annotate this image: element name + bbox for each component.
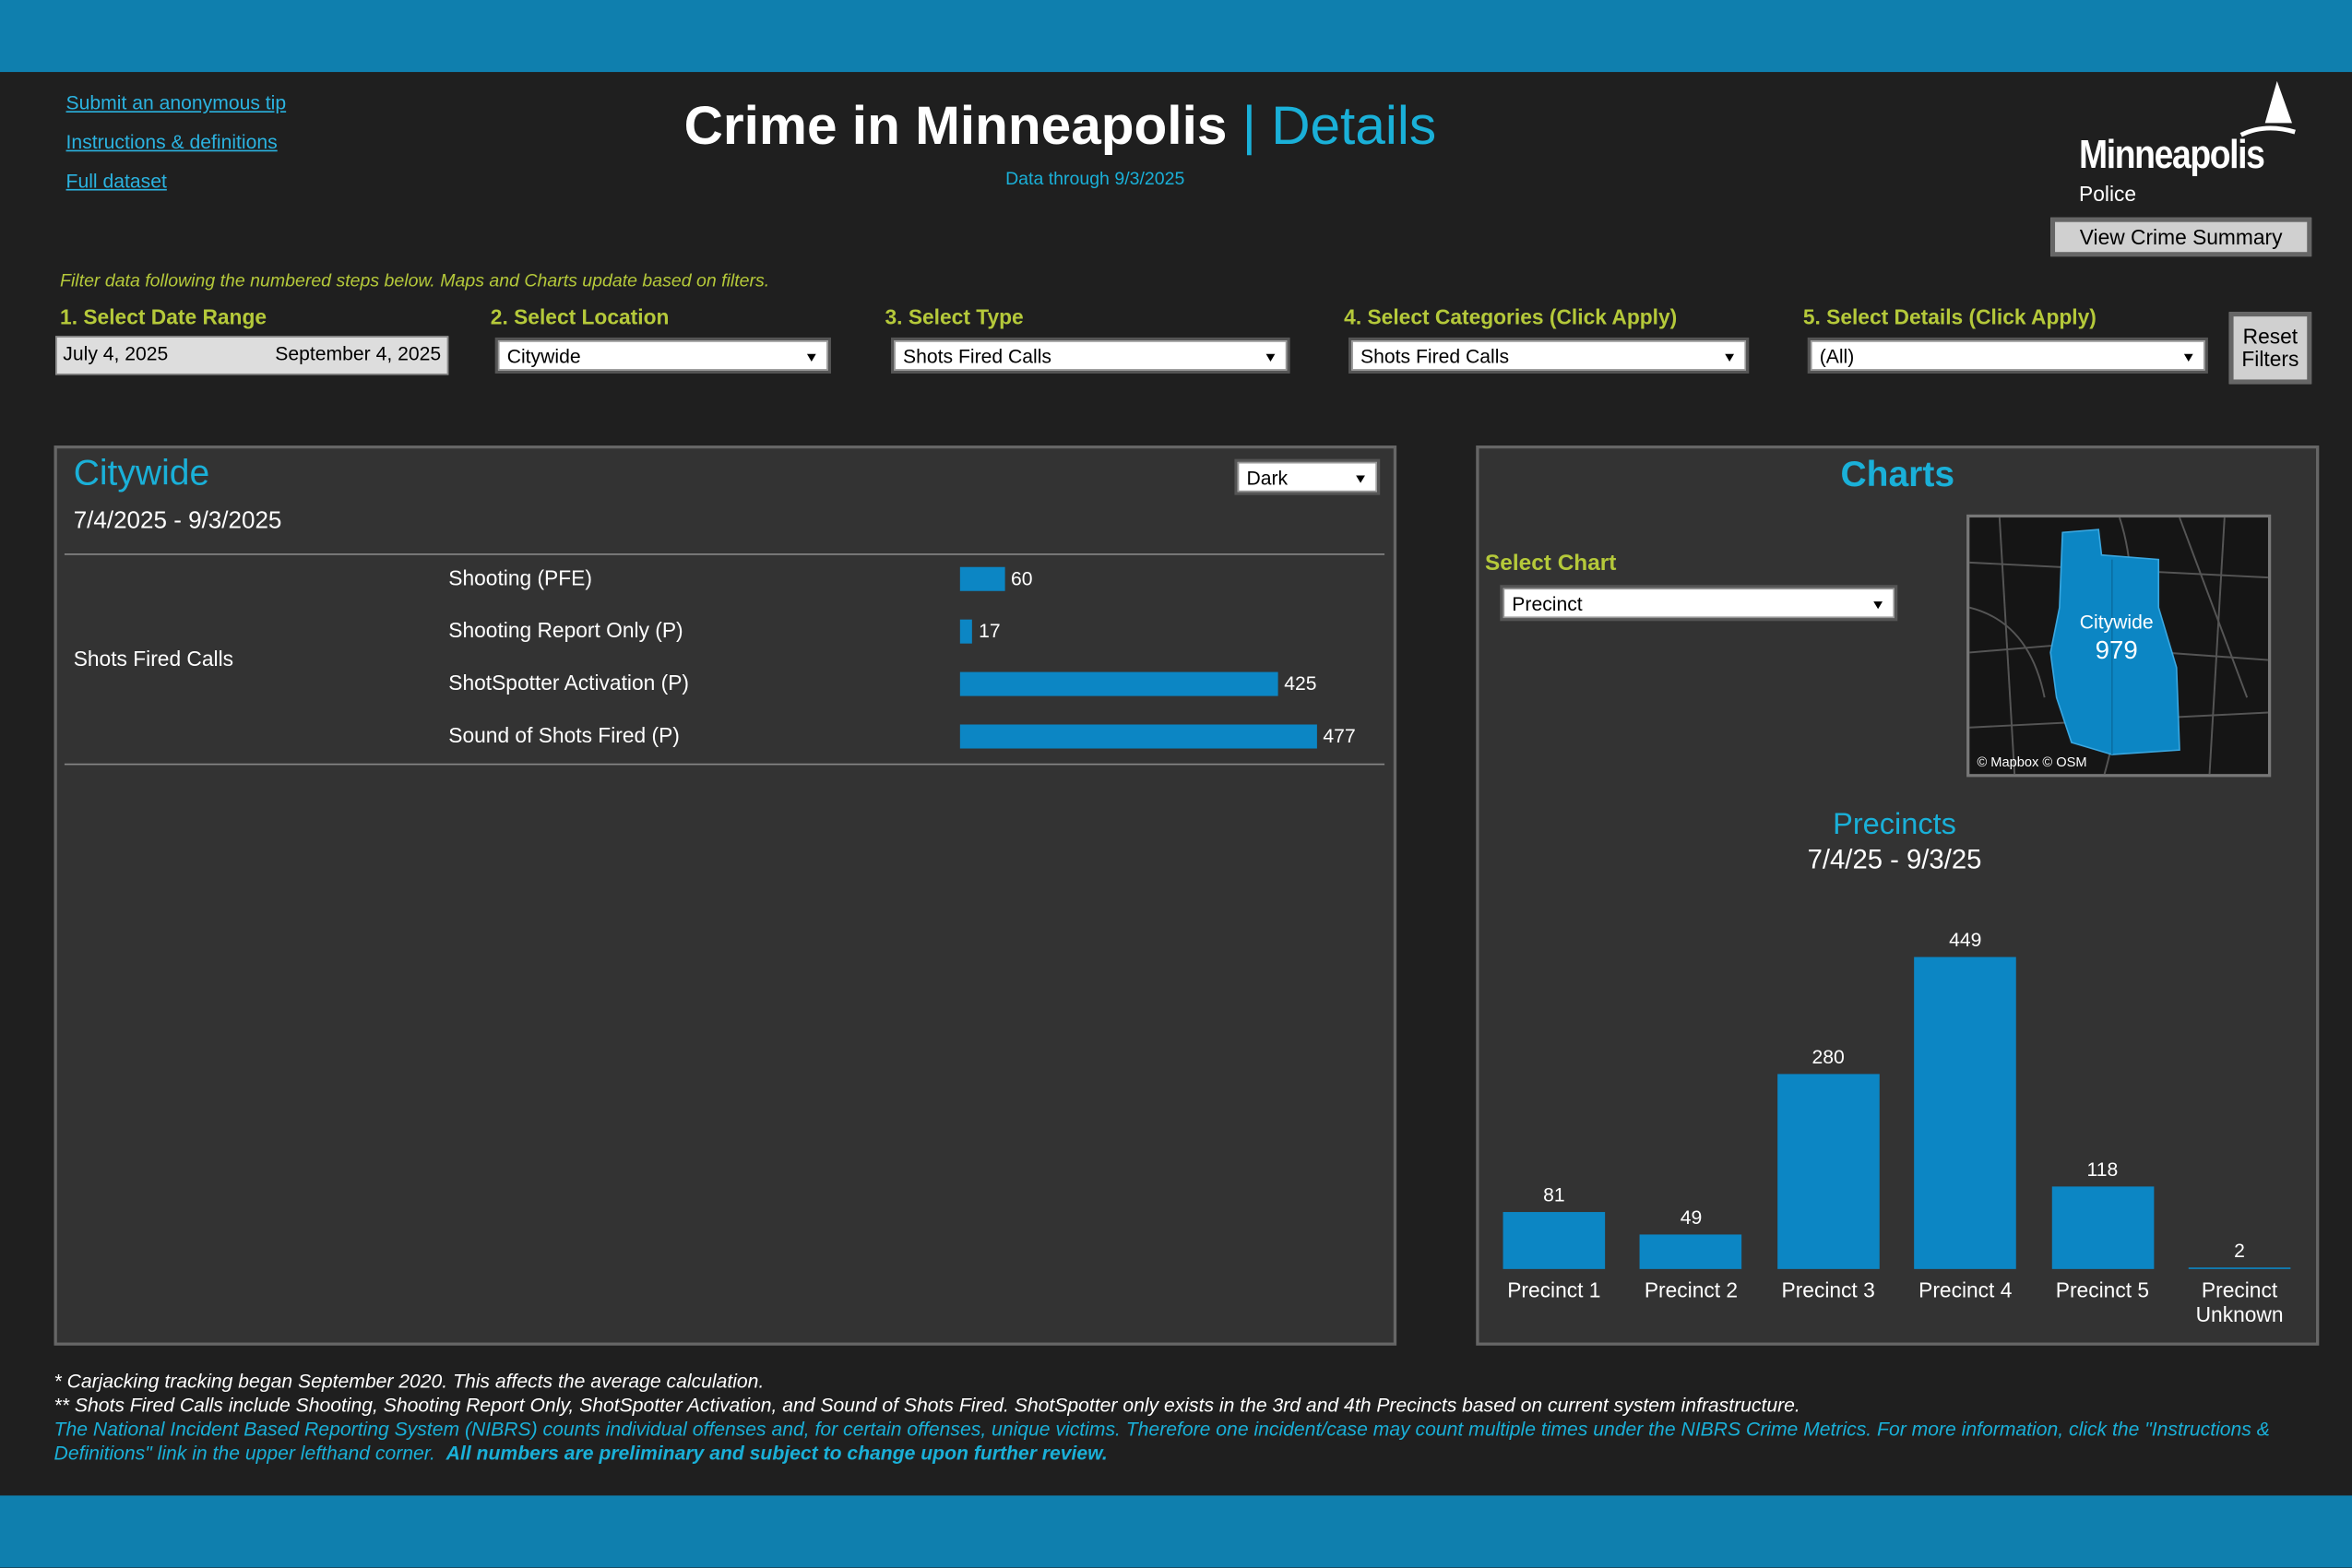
footnote: * Carjacking tracking began September 20…: [53, 1369, 765, 1393]
top-band: [0, 0, 2352, 73]
divider: [64, 763, 1385, 766]
value-label: 280: [1812, 1046, 1845, 1069]
preliminary-note: All numbers are preliminary and subject …: [445, 1441, 1108, 1465]
chart-title: Precincts: [1833, 808, 1956, 842]
instructions: Filter data following the numbered steps…: [60, 269, 770, 291]
title-block: Crime in Minneapolis | Details: [684, 93, 1437, 160]
logo-name: Minneapolis: [2079, 132, 2265, 177]
value-label: 477: [1323, 724, 1356, 747]
group-label: Shots Fired Calls: [73, 646, 234, 671]
bar: [1503, 1212, 1606, 1269]
value-label: 2: [2234, 1239, 2245, 1262]
filter-label: 1. Select Date Range: [60, 304, 267, 329]
x-tick-label: Precinct 1: [1507, 1277, 1601, 1302]
title-separator: |: [1241, 94, 1256, 157]
bottom-band: [0, 1495, 2352, 1568]
bar: [1640, 1234, 1742, 1269]
category-label: Shooting (PFE): [448, 565, 592, 590]
logo-icon: [2239, 80, 2296, 137]
nibrs-note: The National Incident Based Reporting Sy…: [53, 1417, 2270, 1465]
bar: [1776, 1075, 1880, 1269]
filter-label: 2. Select Location: [490, 304, 670, 329]
tip-link[interactable]: Submit an anonymous tip: [65, 91, 287, 114]
date-start: July 4, 2025: [63, 341, 169, 365]
bar: [1914, 956, 2017, 1269]
bar: [2188, 1267, 2291, 1269]
date-range[interactable]: July 4, 2025 September 4, 2025: [55, 336, 449, 375]
divider: [64, 553, 1385, 555]
value-label: 118: [2086, 1158, 2119, 1182]
select-chart-label: Select Chart: [1485, 550, 1617, 576]
bar: [959, 619, 973, 644]
instructions-link[interactable]: Instructions & definitions: [65, 130, 278, 153]
x-tick-label: Precinct 4: [1918, 1277, 2013, 1302]
filter-label: 4. Select Categories (Click Apply): [1344, 304, 1678, 329]
x-tick-label: Precinct 5: [2055, 1277, 2150, 1302]
filter-dropdown[interactable]: Shots Fired Calls: [1351, 340, 1747, 371]
panel-date: 7/4/2025 - 9/3/2025: [73, 508, 282, 534]
date-end: September 4, 2025: [275, 341, 442, 365]
charts-title: Charts: [1840, 454, 1955, 495]
x-tick-label: Precinct 2: [1644, 1277, 1739, 1302]
category-label: Shooting Report Only (P): [448, 618, 683, 643]
left-panel: [53, 445, 1397, 1346]
filter-dropdown[interactable]: Shots Fired Calls: [894, 340, 1288, 371]
value-label: 49: [1680, 1206, 1703, 1229]
title-suffix: Details: [1271, 94, 1437, 157]
value-label: 17: [979, 619, 1001, 643]
dataset-link[interactable]: Full dataset: [65, 169, 167, 193]
map-value: 979: [2096, 636, 2138, 664]
footnote: ** Shots Fired Calls include Shooting, S…: [53, 1393, 1800, 1417]
category-label: ShotSpotter Activation (P): [448, 670, 689, 695]
map-credit: © Mapbox © OSM: [1977, 755, 2086, 770]
chart-subtitle: 7/4/25 - 9/3/25: [1807, 844, 1982, 875]
summary-button[interactable]: View Crime Summary: [2050, 217, 2312, 257]
reset-button[interactable]: Reset Filters: [2228, 312, 2312, 385]
value-label: 60: [1011, 566, 1033, 590]
bar: [959, 671, 1278, 696]
footnote-nibrs: The National Incident Based Reporting Sy…: [54, 1418, 2320, 1466]
x-tick-label: Precinct Unknown: [2195, 1277, 2284, 1326]
theme-dropdown[interactable]: Dark: [1237, 461, 1377, 493]
value-label: 81: [1543, 1183, 1565, 1207]
filter-label: 3. Select Type: [885, 304, 1024, 329]
chart-dropdown[interactable]: Precinct: [1503, 588, 1895, 619]
x-tick-label: Precinct 3: [1781, 1277, 1875, 1302]
category-label: Sound of Shots Fired (P): [448, 722, 680, 747]
panel-title: Citywide: [73, 453, 210, 494]
value-label: 425: [1284, 671, 1317, 695]
map: Citywide 979 © Mapbox © OSM: [1966, 514, 2272, 778]
subtitle: Data through 9/3/2025: [1005, 168, 1185, 189]
logo-unit: Police: [2079, 181, 2137, 206]
bar: [2051, 1186, 2154, 1269]
bar: [959, 566, 1005, 591]
value-label: 449: [1949, 928, 1982, 952]
title: Crime in Minneapolis: [683, 94, 1228, 157]
bar: [959, 724, 1317, 749]
filter-dropdown[interactable]: Citywide: [497, 340, 828, 371]
map-label: Citywide: [2080, 612, 2154, 633]
filter-label: 5. Select Details (Click Apply): [1802, 304, 2097, 329]
filter-dropdown[interactable]: (All): [1810, 340, 2205, 371]
